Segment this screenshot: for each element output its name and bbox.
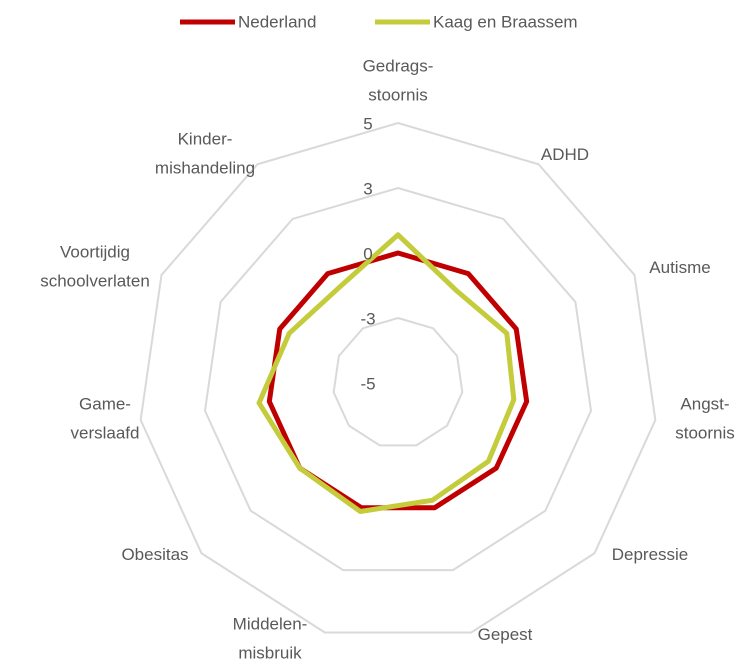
- tick-label: 5: [363, 114, 372, 133]
- category-label: ADHD: [541, 145, 589, 164]
- category-label: Obesitas: [121, 545, 188, 564]
- category-label: Game-verslaafd: [71, 395, 140, 443]
- category-label-line: schoolverlaten: [40, 272, 150, 291]
- category-label: Middelen-misbruik: [233, 615, 308, 659]
- category-label: Kinder-mishandeling: [155, 130, 255, 178]
- category-label-line: Obesitas: [121, 545, 188, 564]
- category-label: Autisme: [649, 258, 710, 277]
- category-label-line: stoornis: [368, 86, 428, 105]
- category-label-line: Autisme: [649, 258, 710, 277]
- tick-label: -3: [360, 309, 375, 328]
- category-label: Gedrags-stoornis: [363, 57, 434, 105]
- category-label-line: ADHD: [541, 145, 589, 164]
- legend-label: Kaag en Braassem: [433, 12, 578, 31]
- category-label-line: stoornis: [675, 424, 735, 443]
- category-label-line: mishandeling: [155, 159, 255, 178]
- category-label-line: verslaafd: [71, 424, 140, 443]
- grid-ring: [268, 251, 528, 509]
- grid-ring: [332, 316, 464, 447]
- series-line: [266, 250, 530, 511]
- category-label-line: Middelen-: [233, 615, 308, 634]
- category-label: Gepest: [478, 625, 533, 644]
- category-label-line: Depressie: [612, 545, 689, 564]
- tick-label: -5: [360, 374, 375, 393]
- category-label-line: Game-: [79, 395, 131, 414]
- category-label-line: Gedrags-: [363, 57, 434, 76]
- grid-ring: [203, 186, 593, 572]
- series-line: [256, 232, 517, 514]
- grid-ring: [139, 121, 657, 634]
- category-label: Voortijdig schoolverlaten: [40, 243, 150, 291]
- tick-label: 3: [363, 179, 372, 198]
- category-label-line: Voortijdig: [60, 243, 130, 262]
- tick-label: 0: [363, 244, 372, 263]
- category-label-line: misbruik: [238, 644, 302, 659]
- category-label-line: Gepest: [478, 625, 533, 644]
- legend-label: Nederland: [238, 12, 316, 31]
- category-label: Angst-stoornis: [675, 395, 735, 443]
- category-label-line: Kinder-: [178, 130, 233, 149]
- category-label-line: Angst-: [680, 395, 729, 414]
- category-label: Depressie: [612, 545, 689, 564]
